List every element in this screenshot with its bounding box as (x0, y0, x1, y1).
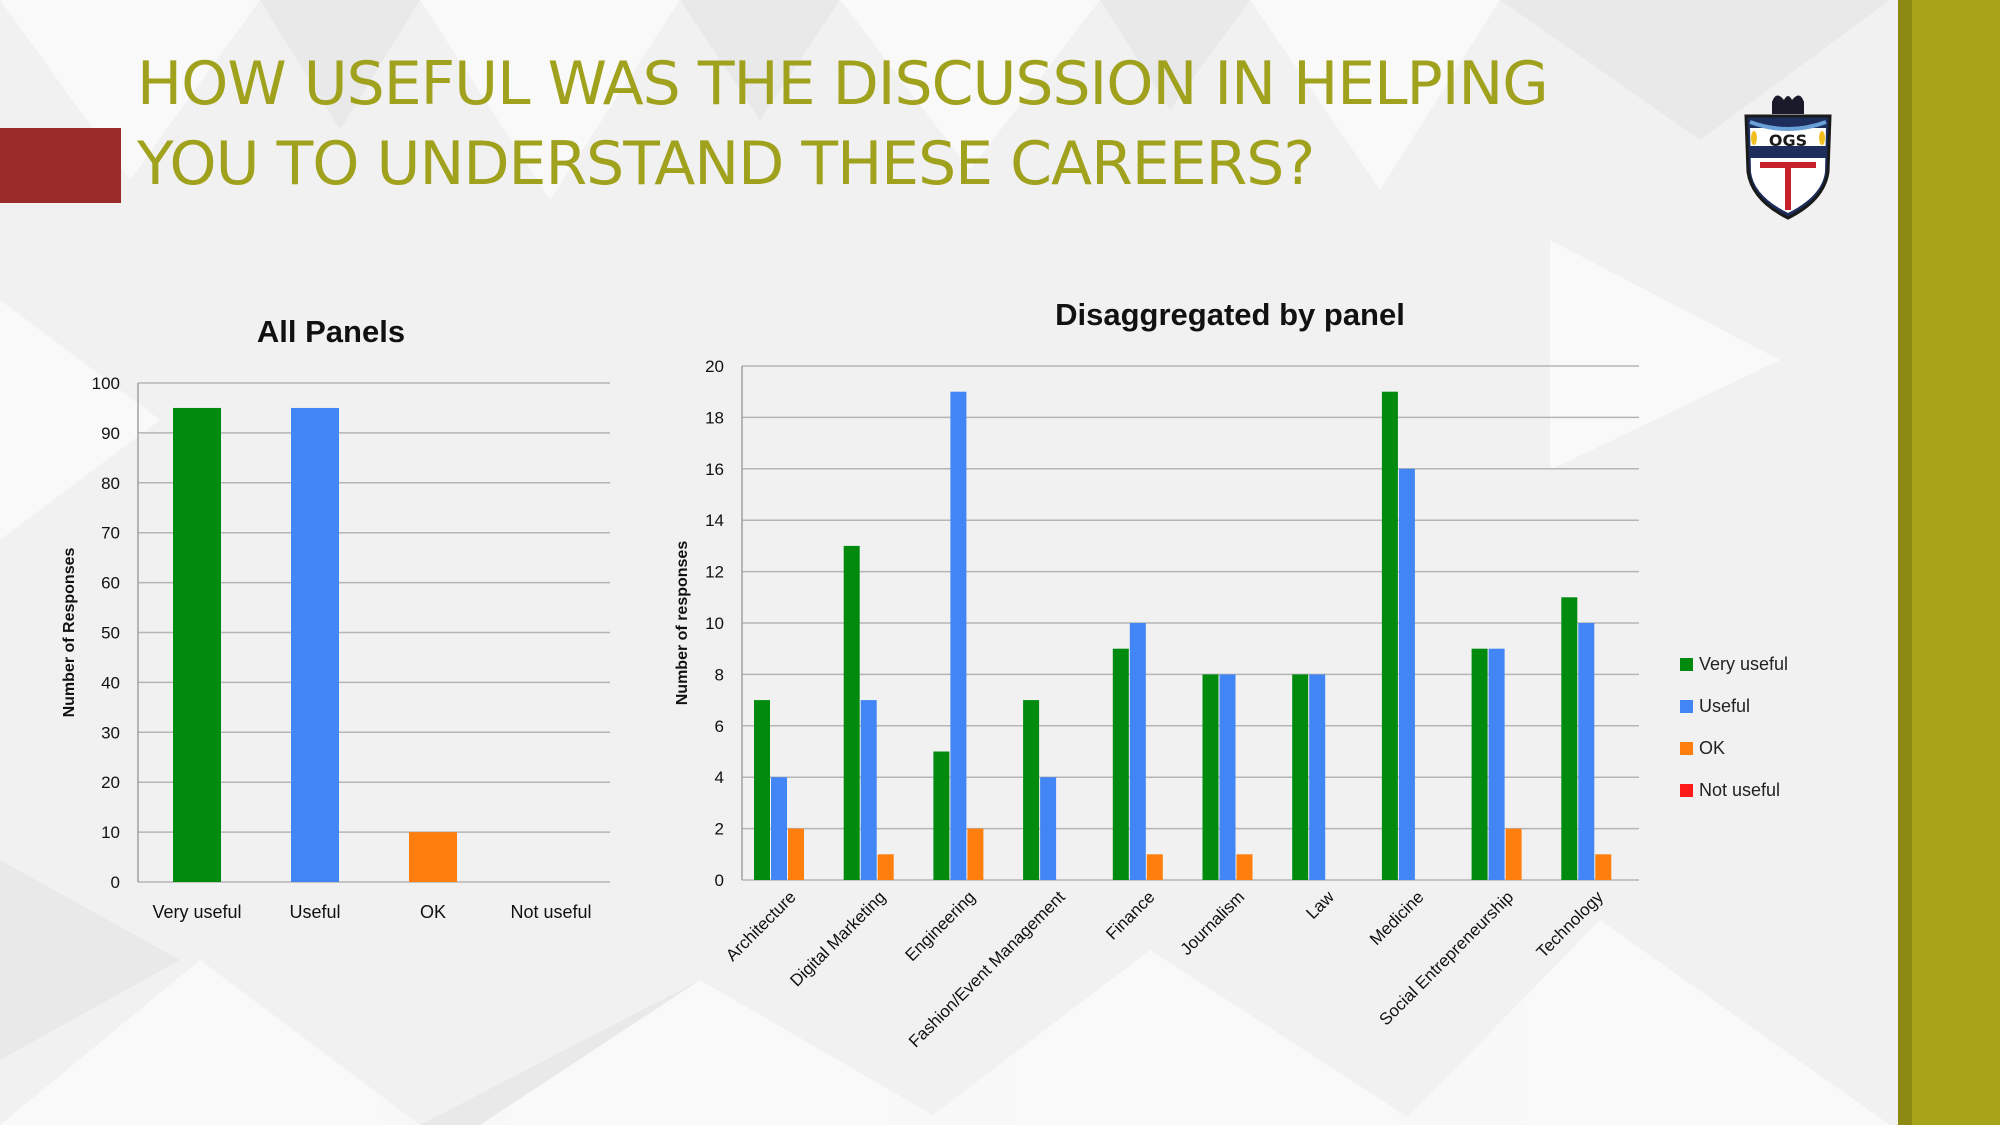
y-tick-label: 10 (101, 823, 120, 842)
y-tick-label: 10 (705, 614, 724, 633)
bar-very-useful (1471, 648, 1488, 880)
legend-item: Very useful (1680, 643, 1788, 685)
bar-ok (877, 854, 894, 880)
x-tick-label: Engineering (901, 887, 979, 965)
bar-useful (1309, 674, 1326, 880)
y-tick-label: 2 (715, 820, 724, 839)
x-tick-label: Digital Marketing (786, 887, 889, 990)
y-tick-label: 0 (715, 871, 724, 890)
y-tick-label: 100 (92, 374, 120, 393)
y-tick-label: 14 (705, 511, 724, 530)
y-tick-label: 0 (111, 873, 120, 892)
bar-very-useful (1292, 674, 1309, 880)
bar-very-useful (1202, 674, 1219, 880)
y-tick-label: 40 (101, 673, 120, 692)
bar-useful (1040, 777, 1057, 880)
bar-ok (1595, 854, 1612, 880)
legend-label: OK (1699, 737, 1726, 758)
slide-title-line-2: YOU TO UNDERSTAND THESE CAREERS? (137, 129, 1315, 199)
legend-label: Not useful (1699, 779, 1781, 800)
crest-text: OGS (1769, 131, 1807, 150)
bar-very-useful (1381, 391, 1398, 880)
y-tick-label: 4 (715, 768, 724, 787)
x-tick-label: Medicine (1366, 887, 1428, 949)
y-tick-label: 80 (101, 474, 120, 493)
bar-useful (1398, 468, 1415, 880)
y-tick-label: 20 (705, 357, 724, 376)
legend-swatch (1680, 741, 1693, 755)
accent-red-block (0, 128, 121, 203)
legend-item: OK (1680, 727, 1788, 769)
legend-swatch (1680, 783, 1693, 797)
y-tick-label: 70 (101, 524, 120, 543)
bar-ok (409, 832, 457, 882)
bar-useful (860, 700, 877, 880)
bar-useful (950, 391, 967, 880)
chart-legend: Very useful Useful OK Not useful (1680, 643, 1788, 811)
x-tick-label: Technology (1533, 887, 1608, 962)
y-tick-label: 16 (705, 460, 724, 479)
x-tick-label: Journalism (1177, 887, 1249, 959)
legend-swatch (1680, 699, 1693, 713)
bar-ok (1236, 854, 1253, 880)
x-tick-label: Law (1302, 887, 1338, 923)
chart-title: All Panels (257, 314, 405, 349)
bar-ok (788, 828, 804, 880)
bar-useful (291, 407, 339, 882)
slide-title-line-1: HOW USEFUL WAS THE DISCUSSION IN HELPING (137, 49, 1549, 119)
y-tick-label: 12 (705, 563, 724, 582)
legend-item: Useful (1680, 685, 1788, 727)
y-axis-title: Number of Responses (61, 547, 78, 717)
bar-useful (1129, 623, 1146, 880)
y-tick-label: 50 (101, 624, 120, 643)
y-tick-label: 60 (101, 574, 120, 593)
school-crest-logo: OGS (1744, 95, 1832, 220)
bar-very-useful (843, 545, 860, 880)
x-tick-label: Useful (289, 902, 340, 922)
bar-useful (1578, 623, 1595, 880)
bar-very-useful (1561, 597, 1578, 880)
slide-title: HOW USEFUL WAS THE DISCUSSION IN HELPING… (137, 44, 1637, 204)
chart-title: Disaggregated by panel (1055, 297, 1405, 332)
bar-very-useful (933, 751, 950, 880)
bar-very-useful (1023, 700, 1040, 880)
x-tick-label: Not useful (510, 902, 591, 922)
bar-ok (1146, 854, 1163, 880)
y-tick-label: 8 (715, 665, 724, 684)
bar-ok (1505, 828, 1522, 880)
legend-item: Not useful (1680, 769, 1788, 811)
x-tick-label: Finance (1102, 887, 1158, 943)
bar-useful (771, 777, 787, 880)
bar-very-useful (173, 407, 221, 882)
x-tick-label: Very useful (152, 902, 241, 922)
legend-label: Very useful (1699, 653, 1789, 674)
bar-very-useful (754, 700, 770, 880)
x-tick-label: Architecture (722, 887, 800, 965)
bar-ok (967, 828, 984, 880)
y-tick-label: 6 (715, 717, 724, 736)
y-tick-label: 20 (101, 773, 120, 792)
legend-label: Useful (1699, 695, 1751, 716)
accent-olive-bar (1898, 0, 2000, 1125)
bar-very-useful (1112, 648, 1129, 880)
y-axis-title: Number of responses (674, 541, 691, 706)
bar-useful (1488, 648, 1505, 880)
y-tick-label: 18 (705, 408, 724, 427)
x-tick-label: OK (420, 902, 446, 922)
y-tick-label: 90 (101, 424, 120, 443)
x-tick-label: Fashion/Event Management (905, 887, 1069, 1051)
bar-useful (1219, 674, 1236, 880)
y-tick-label: 30 (101, 723, 120, 742)
legend-swatch (1680, 657, 1693, 671)
